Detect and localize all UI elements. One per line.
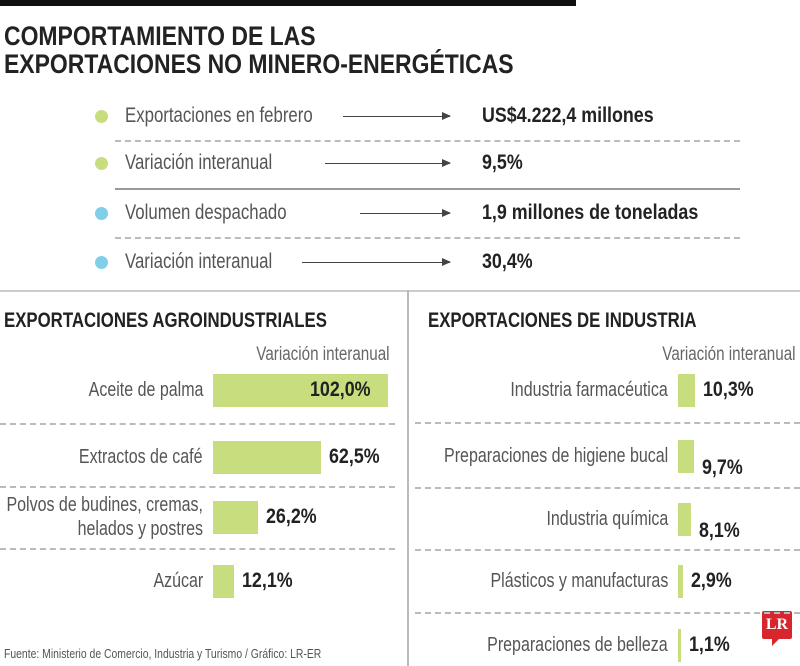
row-divider [0,548,395,550]
category-label: Azúcar [153,570,203,592]
fact-label: Variación interanual [125,250,273,273]
bar [213,564,234,598]
value-label: 62,5% [328,445,380,468]
bar [678,628,681,662]
industry-subtitle: Variación interanual [662,344,796,365]
category-label: Plásticos y manufacturas [490,570,668,592]
section-divider [0,290,800,292]
top-rule [0,0,576,6]
lr-logo: LR [762,611,792,646]
value-label: 8,1% [699,519,741,542]
agro-title: EXPORTACIONES AGROINDUSTRIALES [4,309,327,332]
category-label: Polvos de budines, cremas, helados y pos… [6,494,204,540]
row-divider [415,549,800,551]
value-label: 26,2% [266,505,317,528]
fact-value: 30,4% [482,250,533,273]
bar [678,502,692,536]
fact-value: 9,5% [482,151,523,174]
arrow-icon [360,209,451,217]
category-label: Industria química [546,508,668,530]
value-label: 1,1% [689,633,730,656]
row-divider [0,423,395,425]
bar [213,373,389,407]
value-label: 102,0% [310,378,371,401]
industry-title: EXPORTACIONES DE INDUSTRIA [428,309,697,332]
bullet-dot [95,157,108,170]
title-line-1: COMPORTAMIENTO DE LAS [4,21,316,51]
bullet-dot [95,256,108,269]
category-label: Industria farmacéutica [510,379,668,401]
bar [678,564,683,598]
bar [213,500,259,534]
arrow-icon [343,112,451,120]
fact-value: US$4.222,4 millones [482,104,654,127]
value-label: 2,9% [690,569,732,592]
bar [678,373,695,407]
arrow-icon [325,159,451,167]
divider [115,188,740,190]
fact-label: Volumen despachado [125,201,287,224]
bar [213,440,321,474]
category-label: Extractos de café [79,446,203,468]
bullet-dot [95,207,108,220]
category-label: Aceite de palma [88,379,203,401]
source-note: Fuente: Ministerio de Comercio, Industri… [4,646,322,661]
row-divider [415,422,800,424]
agro-subtitle: Variación interanual [256,344,390,365]
category-label: Preparaciones de belleza [487,634,668,656]
value-label: 12,1% [241,569,293,592]
fact-label: Variación interanual [125,151,273,174]
column-divider [407,290,409,666]
fact-label: Exportaciones en febrero [125,104,313,127]
bar [678,439,694,473]
row-divider [0,486,395,488]
value-label: 9,7% [702,456,743,479]
arrow-icon [302,258,451,266]
title-line-2: EXPORTACIONES NO MINERO-ENERGÉTICAS [4,49,514,79]
row-divider [415,612,800,614]
category-label: Preparaciones de higiene bucal [443,445,668,467]
bullet-dot [95,110,108,123]
value-label: 10,3% [702,378,754,401]
divider [115,140,740,142]
row-divider [415,487,800,489]
divider [115,237,740,239]
fact-value: 1,9 millones de toneladas [482,201,699,224]
